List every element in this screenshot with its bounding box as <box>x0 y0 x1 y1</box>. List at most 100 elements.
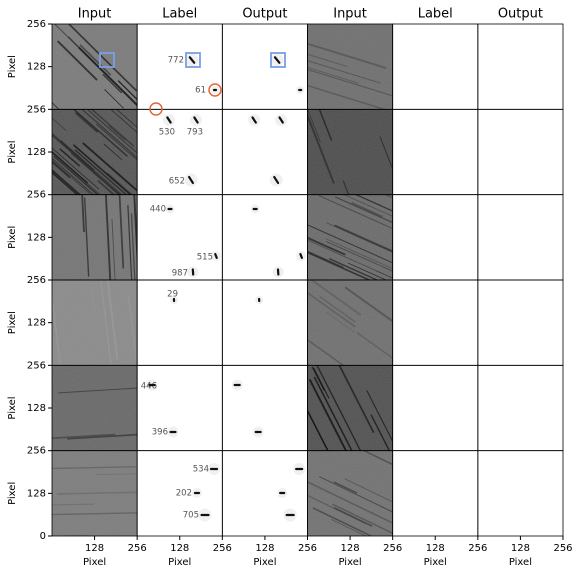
streak <box>379 136 393 170</box>
source-halo <box>250 204 260 214</box>
streak <box>307 84 387 110</box>
streak <box>74 149 128 195</box>
source-halo <box>277 488 288 498</box>
source-streak <box>193 116 199 124</box>
source-label: 440 <box>150 205 166 215</box>
streak <box>356 332 393 359</box>
streak <box>338 365 375 434</box>
streak <box>307 494 367 525</box>
streak <box>375 270 393 279</box>
streak <box>52 117 67 131</box>
source-halo <box>270 53 284 67</box>
highlight-box <box>270 52 286 68</box>
streak <box>344 478 393 503</box>
source-streak <box>251 116 257 124</box>
image-panel <box>477 280 563 366</box>
streaks <box>307 450 393 536</box>
source-halo <box>208 463 220 475</box>
source-streak <box>278 116 284 124</box>
source-label: 396 <box>152 428 168 438</box>
source-halo <box>248 114 261 126</box>
streak <box>52 159 92 195</box>
x-tick-label: 128 <box>255 543 274 554</box>
image-noise <box>307 365 393 451</box>
streak <box>86 109 138 154</box>
streak <box>311 366 325 391</box>
streak <box>72 109 128 157</box>
streak <box>331 519 367 536</box>
highlight-box <box>99 52 115 68</box>
streak <box>108 125 126 141</box>
streak <box>307 66 359 84</box>
image-panel <box>392 109 478 195</box>
source-halo <box>146 379 158 391</box>
source-halo <box>170 296 178 304</box>
image-panel <box>392 365 478 451</box>
streak <box>318 195 393 230</box>
streak <box>370 414 391 451</box>
image-noise <box>307 109 393 195</box>
streak <box>111 219 116 281</box>
y-tick-label: 256 <box>27 275 46 286</box>
source-label: 534 <box>193 465 209 475</box>
streak <box>97 179 116 195</box>
streak <box>332 503 393 535</box>
streak <box>81 194 85 232</box>
streak <box>307 224 393 264</box>
streak <box>307 236 346 256</box>
image-noise <box>52 280 138 366</box>
column-header: Input <box>333 7 367 22</box>
streak <box>307 481 393 524</box>
streaks <box>52 24 138 110</box>
x-tick-label: 128 <box>426 543 445 554</box>
source-streak <box>166 116 172 124</box>
source-halo <box>296 86 305 94</box>
streak <box>307 112 335 184</box>
source-label: 793 <box>187 128 203 138</box>
source-halo <box>275 114 288 126</box>
streak <box>307 42 387 70</box>
image-panel <box>222 365 308 451</box>
highlight-box <box>185 52 201 68</box>
source-streak <box>273 56 281 64</box>
y-tick-label: 256 <box>27 446 46 457</box>
streak <box>99 280 112 366</box>
image-panel <box>392 194 478 280</box>
streak <box>53 155 99 195</box>
y-tick-label: 128 <box>27 488 46 499</box>
image-panel <box>222 109 308 195</box>
image-noise <box>307 450 393 536</box>
streak <box>106 172 133 195</box>
source-halo <box>211 86 219 94</box>
column-header: Input <box>78 7 112 22</box>
source-halo <box>167 426 179 438</box>
y-axis-label: Pixel <box>7 140 18 163</box>
column-header: Label <box>162 7 197 22</box>
y-tick-label: 256 <box>27 190 46 201</box>
streaks <box>307 42 393 110</box>
streak <box>130 213 136 281</box>
streak <box>103 143 123 161</box>
image-panel <box>477 24 563 110</box>
streak <box>307 409 329 451</box>
image-panel <box>137 194 223 280</box>
streak <box>362 450 393 466</box>
source-halo <box>184 173 198 187</box>
y-axis-label: Pixel <box>7 226 18 249</box>
y-tick-label: 256 <box>27 104 46 115</box>
image-noise <box>52 24 138 110</box>
source-streak <box>214 253 218 259</box>
y-tick-label: 128 <box>27 147 46 158</box>
streak <box>59 148 81 167</box>
column-header: Output <box>242 7 287 22</box>
x-tick-label: 256 <box>468 543 487 554</box>
streak <box>81 109 138 159</box>
streak <box>307 363 311 366</box>
x-axis-label: Pixel <box>253 557 276 568</box>
streak <box>334 224 393 253</box>
image-panel <box>477 109 563 195</box>
source-halo <box>163 114 175 126</box>
streak <box>74 112 99 133</box>
highlight-circle <box>149 102 163 116</box>
